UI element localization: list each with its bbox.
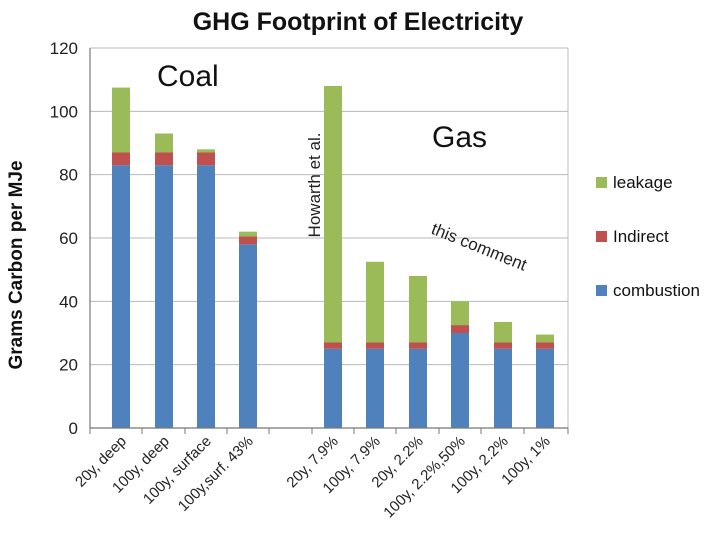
legend-swatch-combustion bbox=[596, 285, 607, 296]
bar-leakage-1 bbox=[155, 133, 173, 153]
legend-swatch-indirect bbox=[596, 231, 607, 242]
bar-leakage-5 bbox=[366, 261, 384, 343]
bar-leakage-7 bbox=[451, 301, 469, 326]
bars bbox=[112, 86, 554, 428]
bar-leakage-6 bbox=[409, 276, 427, 343]
y-tick-label: 40 bbox=[59, 292, 78, 311]
y-tick-label: 60 bbox=[59, 229, 78, 248]
legend-label-leakage: leakage bbox=[613, 173, 673, 192]
y-tick-label: 120 bbox=[50, 39, 78, 58]
bar-indirect-6 bbox=[409, 342, 427, 349]
bar-indirect-0 bbox=[112, 152, 130, 166]
legend-label-combustion: combustion bbox=[613, 281, 700, 300]
annotation-this-comment: this comment bbox=[429, 219, 530, 275]
bar-leakage-2 bbox=[197, 149, 215, 153]
bar-indirect-1 bbox=[155, 152, 173, 166]
bar-indirect-2 bbox=[197, 152, 215, 166]
bar-indirect-7 bbox=[451, 325, 469, 333]
bar-combustion-9 bbox=[536, 348, 554, 428]
bar-indirect-9 bbox=[536, 342, 554, 349]
y-tick-label: 80 bbox=[59, 166, 78, 185]
bar-leakage-3 bbox=[239, 231, 257, 237]
legend-label-indirect: Indirect bbox=[613, 227, 669, 246]
bar-indirect-4 bbox=[324, 342, 342, 349]
bar-indirect-8 bbox=[494, 342, 512, 349]
legend: leakage Indirect combustion bbox=[596, 173, 700, 300]
bar-leakage-0 bbox=[112, 87, 130, 153]
annotation-howarth: Howarth et al. bbox=[305, 133, 324, 238]
y-axis-label: Grams Carbon per MJe bbox=[6, 160, 27, 369]
bar-combustion-3 bbox=[239, 244, 257, 428]
x-tick-label: 100y,surf. 43% bbox=[175, 433, 257, 515]
bar-leakage-4 bbox=[324, 86, 342, 343]
bar-combustion-6 bbox=[409, 348, 427, 428]
bar-combustion-5 bbox=[366, 348, 384, 428]
bar-combustion-8 bbox=[494, 348, 512, 428]
bar-leakage-9 bbox=[536, 334, 554, 343]
bar-indirect-3 bbox=[239, 236, 257, 245]
bar-combustion-7 bbox=[451, 333, 469, 428]
y-tick-label: 100 bbox=[50, 102, 78, 121]
y-tick-label: 20 bbox=[59, 356, 78, 375]
bar-combustion-2 bbox=[197, 165, 215, 428]
bar-indirect-5 bbox=[366, 342, 384, 349]
bar-combustion-4 bbox=[324, 348, 342, 428]
legend-swatch-leakage bbox=[596, 177, 607, 188]
y-tick-label: 0 bbox=[69, 419, 78, 438]
group-label-coal: Coal bbox=[157, 60, 219, 93]
bar-leakage-8 bbox=[494, 321, 512, 343]
group-label-gas: Gas bbox=[432, 121, 487, 154]
chart-title: GHG Footprint of Electricity bbox=[193, 8, 524, 36]
bar-combustion-0 bbox=[112, 165, 130, 428]
bar-combustion-1 bbox=[155, 165, 173, 428]
